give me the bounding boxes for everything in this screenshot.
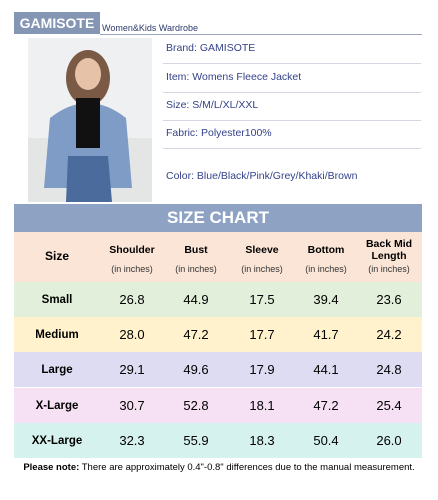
measurement: 26.0	[376, 432, 402, 448]
measurement: 23.6	[376, 292, 402, 307]
separator	[163, 148, 421, 149]
measurement: 18.1	[249, 397, 275, 413]
column-header: Back Mid Length	[365, 238, 413, 262]
measurement: 24.8	[376, 362, 402, 378]
column-unit: (in inches)	[241, 264, 283, 274]
column-header: Shoulder	[109, 244, 155, 256]
column-unit: (in inches)	[111, 264, 153, 274]
header-row	[14, 232, 422, 282]
table-row	[14, 387, 422, 423]
measurement: 30.7	[119, 397, 145, 413]
table-row	[14, 352, 422, 388]
size-label: XX-Large	[31, 434, 83, 447]
table-row	[14, 317, 422, 353]
separator	[163, 92, 421, 93]
measurement: 44.1	[313, 362, 339, 378]
measurement: 41.7	[313, 327, 339, 343]
table-row	[14, 422, 422, 458]
column-header: Size	[44, 249, 69, 263]
measurement: 17.5	[249, 292, 275, 307]
info-line: Item: Womens Fleece Jacket	[166, 71, 302, 83]
size-label: Medium	[35, 329, 79, 342]
info-line: Fabric: Polyester100%	[166, 127, 272, 139]
measurement: 47.2	[183, 327, 209, 343]
info-line: Size: S/M/L/XL/XXL	[166, 99, 259, 111]
column-header: Bust	[184, 244, 208, 256]
product-photo	[28, 38, 152, 202]
measurement: 25.4	[376, 397, 402, 413]
info-line: Color: Blue/Black/Pink/Grey/Khaki/Brown	[166, 170, 358, 182]
measurement: 44.9	[183, 292, 209, 307]
size-label: Small	[41, 294, 73, 306]
measurement: 29.1	[119, 362, 145, 378]
separator	[163, 120, 421, 121]
brand-badge: GAMISOTE	[14, 12, 100, 34]
measurement: 18.3	[249, 432, 275, 448]
measurement: 32.3	[119, 432, 145, 448]
size-table: Size Shoulder (in inches) Bust (in inches) Sl…	[14, 232, 422, 458]
size-label: X-Large	[35, 399, 79, 412]
column-unit: (in inches)	[175, 264, 217, 274]
note-text: There are approximately 0.4"-0.8" differ…	[81, 462, 415, 473]
measurement: 49.6	[183, 362, 209, 378]
measurement: 47.2	[313, 397, 339, 413]
measurement: 52.8	[183, 397, 209, 413]
measurement: 28.0	[119, 327, 145, 343]
subtitle: Women&Kids Wardrobe	[102, 23, 199, 33]
column-unit: (in inches)	[305, 264, 347, 274]
measurement: 50.4	[313, 432, 339, 448]
info-line: Brand: GAMISOTE	[166, 42, 256, 54]
table-title: SIZE CHART	[14, 204, 422, 232]
measurement: 26.8	[119, 292, 145, 307]
note: Please note: There are approximately 0.4…	[14, 461, 424, 474]
table-row	[14, 282, 422, 317]
column-unit: (in inches)	[368, 264, 410, 274]
measurement: 55.9	[183, 432, 209, 448]
measurement: 17.9	[249, 362, 275, 378]
column-header: Bottom	[307, 244, 345, 256]
note-label: Please note:	[23, 462, 80, 473]
measurement: 24.2	[376, 327, 402, 343]
measurement: 17.7	[249, 327, 275, 343]
column-header: Sleeve	[245, 244, 279, 256]
separator	[163, 63, 421, 64]
divider	[100, 34, 422, 35]
measurement: 39.4	[313, 292, 339, 307]
size-label: Large	[41, 364, 73, 377]
